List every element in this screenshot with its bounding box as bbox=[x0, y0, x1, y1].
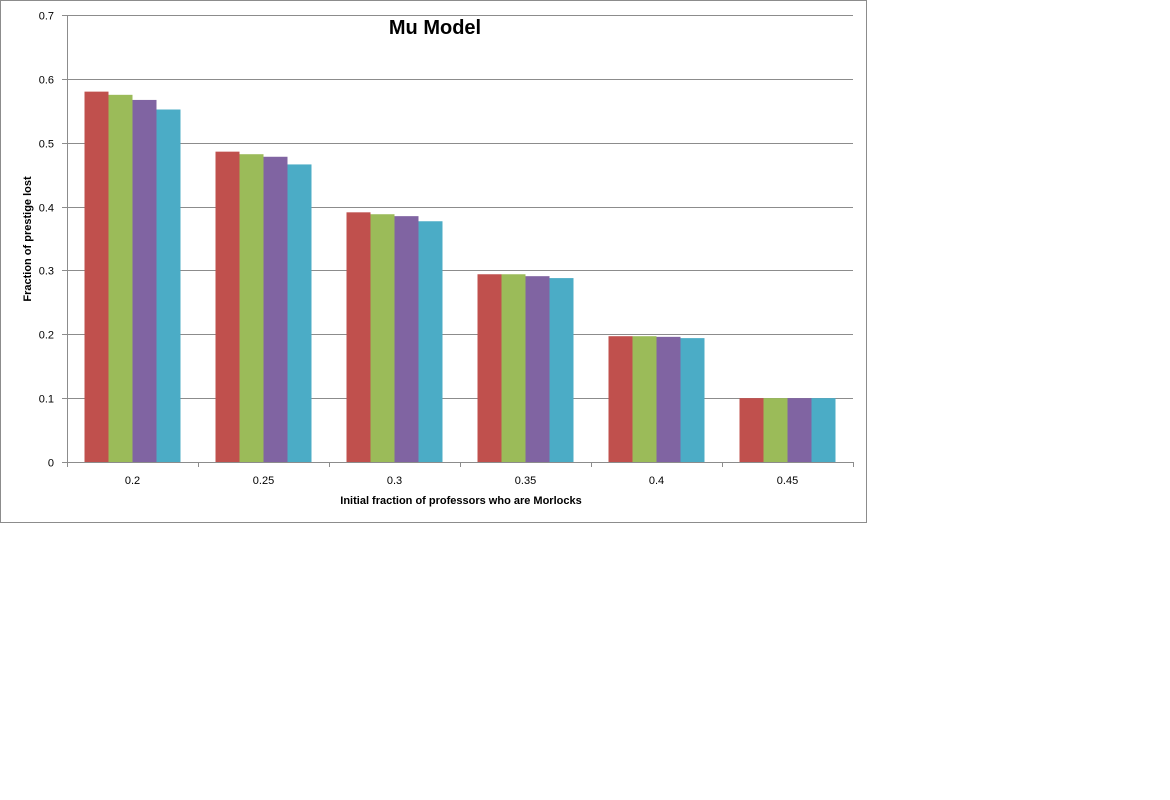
y-axis-title: Fraction of prestige lost bbox=[22, 176, 34, 302]
bar bbox=[680, 338, 705, 462]
bar bbox=[739, 398, 764, 462]
x-tick-labels: 0.2 0.25 0.3 0.35 0.4 0.45 bbox=[125, 475, 798, 487]
y-tick-label: 0.2 bbox=[39, 330, 54, 342]
bar bbox=[263, 156, 288, 462]
bar bbox=[394, 216, 419, 462]
x-tick-label: 0.25 bbox=[253, 475, 274, 487]
bar bbox=[549, 278, 574, 462]
bar bbox=[108, 94, 133, 463]
bar bbox=[287, 164, 312, 462]
x-tick-label: 0.4 bbox=[649, 475, 664, 487]
bar bbox=[215, 151, 240, 462]
x-tick-label: 0.35 bbox=[515, 475, 536, 487]
bar bbox=[811, 398, 836, 462]
x-axis-title: Initial fraction of professors who are M… bbox=[340, 495, 581, 507]
x-tick-label: 0.3 bbox=[387, 475, 402, 487]
bar bbox=[608, 336, 633, 462]
y-tick-label: 0.3 bbox=[39, 266, 54, 278]
bar bbox=[418, 221, 443, 462]
bar bbox=[787, 398, 812, 462]
bar bbox=[239, 154, 264, 463]
bar bbox=[501, 274, 526, 462]
bar bbox=[525, 276, 550, 462]
axes bbox=[62, 15, 854, 467]
bar bbox=[763, 398, 788, 462]
y-tick-label: 0.5 bbox=[39, 139, 54, 151]
bar bbox=[656, 336, 681, 462]
bar bbox=[156, 109, 181, 462]
bars bbox=[84, 91, 836, 463]
bar bbox=[84, 91, 109, 462]
y-tick-label: 0.7 bbox=[39, 11, 54, 23]
y-tick-label: 0.4 bbox=[39, 203, 54, 215]
chart-frame: 0 0.1 0.2 0.3 0.4 0.5 0.6 0.7 0.2 0.25 0.3 0.35 0.4… bbox=[0, 0, 867, 523]
bar bbox=[632, 336, 657, 462]
y-tick-label: 0.1 bbox=[39, 394, 54, 406]
x-tick-label: 0.45 bbox=[777, 475, 798, 487]
bar bbox=[132, 99, 157, 463]
bar bbox=[477, 274, 502, 462]
bar bbox=[346, 212, 371, 462]
y-tick-label: 0.6 bbox=[39, 75, 54, 87]
y-tick-labels: 0 0.1 0.2 0.3 0.4 0.5 0.6 0.7 bbox=[39, 11, 54, 470]
bar bbox=[370, 214, 395, 462]
chart-title: Mu Model bbox=[389, 17, 481, 39]
gridlines bbox=[67, 15, 853, 399]
x-tick-label: 0.2 bbox=[125, 475, 140, 487]
bar-chart: 0 0.1 0.2 0.3 0.4 0.5 0.6 0.7 0.2 0.25 0.3 0.35 0.4… bbox=[22, 11, 854, 507]
y-tick-label: 0 bbox=[48, 458, 54, 470]
